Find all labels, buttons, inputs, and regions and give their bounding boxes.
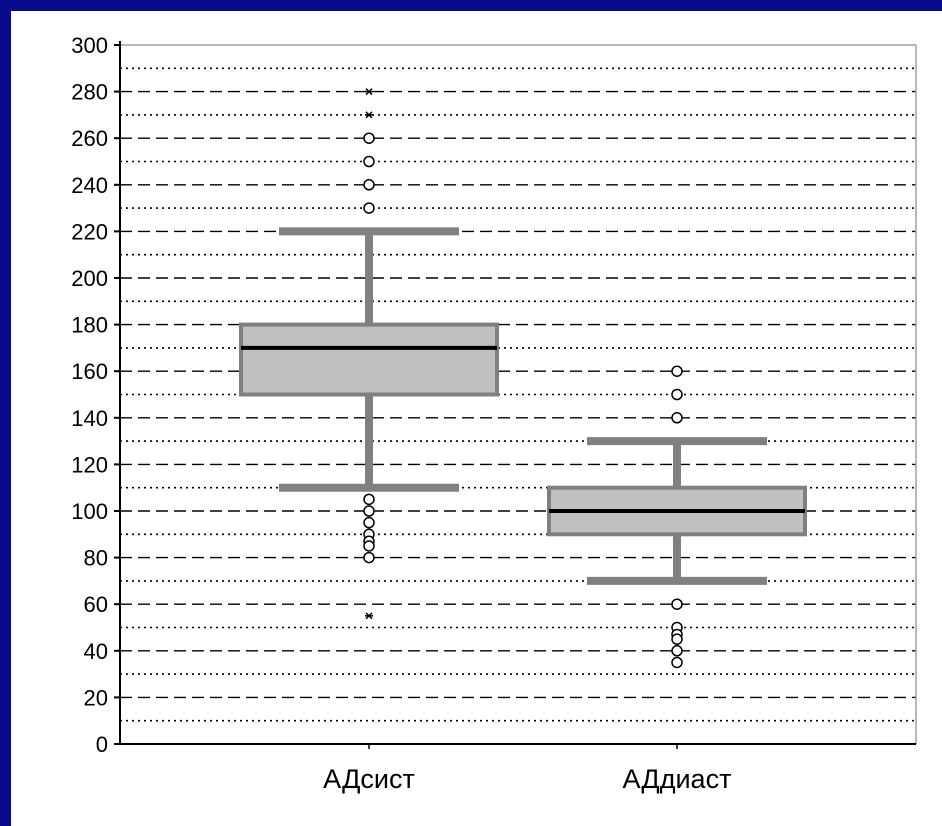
y-tick-label: 240	[71, 173, 108, 198]
outlier-point	[671, 645, 683, 657]
axes	[114, 41, 917, 749]
y-tick-label: 140	[71, 406, 108, 431]
outlier-point	[671, 388, 683, 401]
outlier-point	[671, 365, 683, 377]
extreme-stroke	[365, 88, 373, 96]
extreme-stroke	[365, 111, 373, 119]
outlier-point	[363, 551, 375, 564]
outlier-point	[671, 656, 683, 669]
y-tick-label: 220	[71, 219, 108, 244]
y-tick-label: 20	[84, 685, 108, 710]
outlier-point	[363, 179, 375, 191]
y-tick-label: 260	[71, 126, 108, 151]
y-tick-label: 60	[84, 592, 108, 617]
y-tick-label: 180	[71, 313, 108, 338]
outlier-point	[363, 540, 375, 552]
extreme-point	[365, 612, 373, 620]
y-tick-label: 280	[71, 80, 108, 105]
outlier-point	[363, 132, 375, 144]
y-tick-label: 0	[96, 732, 108, 757]
y-tick-label: 300	[71, 33, 108, 58]
extreme-stroke	[365, 612, 373, 620]
outlier-point	[363, 505, 375, 517]
category-label: АДсист	[323, 764, 415, 794]
y-tick-label: 160	[71, 359, 108, 384]
y-tick-label: 40	[84, 639, 108, 664]
extreme-point	[365, 111, 373, 119]
y-tick-label: 120	[71, 452, 108, 477]
outlier-point	[363, 516, 375, 529]
outlier-point	[363, 202, 375, 214]
axis-labels: 3002802602402202001801601401201008060402…	[71, 33, 731, 794]
outlier-point	[671, 412, 683, 424]
boxplot-chart: 3002802602402202001801601401201008060402…	[71, 33, 917, 794]
outlier-point	[671, 633, 683, 645]
outlier-point	[363, 155, 375, 168]
y-tick-label: 100	[71, 499, 108, 524]
y-tick-label: 200	[71, 266, 108, 291]
chart-panel: 300 280 260 240 220 200 180 160 140 120 100 80 60 40 2…	[11, 11, 942, 826]
outlier-point	[363, 493, 375, 506]
y-tick-label: 80	[84, 546, 108, 571]
box-iqr	[239, 322, 499, 397]
outlier-point	[671, 598, 683, 610]
box-plots	[239, 88, 807, 669]
category-label: АДдиаст	[623, 764, 732, 794]
extreme-point	[365, 88, 373, 96]
